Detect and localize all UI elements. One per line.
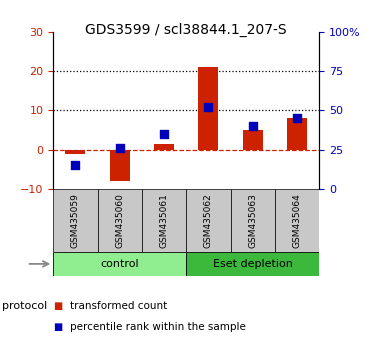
Point xyxy=(72,162,78,168)
Text: Eset depletion: Eset depletion xyxy=(213,259,293,269)
Bar xyxy=(65,150,86,154)
Point xyxy=(161,131,167,137)
Text: control: control xyxy=(100,259,139,269)
Bar xyxy=(186,252,319,276)
Text: protocol: protocol xyxy=(2,301,47,311)
Text: ■: ■ xyxy=(53,322,62,332)
Bar xyxy=(110,150,130,181)
Text: GSM435059: GSM435059 xyxy=(71,193,80,248)
Bar xyxy=(98,189,142,252)
Text: GSM435060: GSM435060 xyxy=(115,193,124,248)
Point xyxy=(250,123,256,129)
Bar xyxy=(53,189,98,252)
Text: GSM435061: GSM435061 xyxy=(160,193,169,248)
Point xyxy=(117,145,123,151)
Bar xyxy=(231,189,275,252)
Bar xyxy=(287,118,307,150)
Bar xyxy=(53,252,186,276)
Text: GDS3599 / scl38844.1_207-S: GDS3599 / scl38844.1_207-S xyxy=(86,23,287,37)
Text: percentile rank within the sample: percentile rank within the sample xyxy=(70,322,246,332)
Point xyxy=(205,104,211,110)
Text: GSM435062: GSM435062 xyxy=(204,193,213,248)
Text: transformed count: transformed count xyxy=(70,301,168,311)
Bar xyxy=(198,67,218,150)
Bar xyxy=(142,189,186,252)
Text: GSM435064: GSM435064 xyxy=(293,193,302,248)
Bar xyxy=(243,130,263,150)
Bar xyxy=(275,189,319,252)
Point xyxy=(294,115,300,121)
Bar xyxy=(154,144,174,150)
Text: GSM435063: GSM435063 xyxy=(248,193,257,248)
Bar xyxy=(186,189,231,252)
Text: ■: ■ xyxy=(53,301,62,311)
